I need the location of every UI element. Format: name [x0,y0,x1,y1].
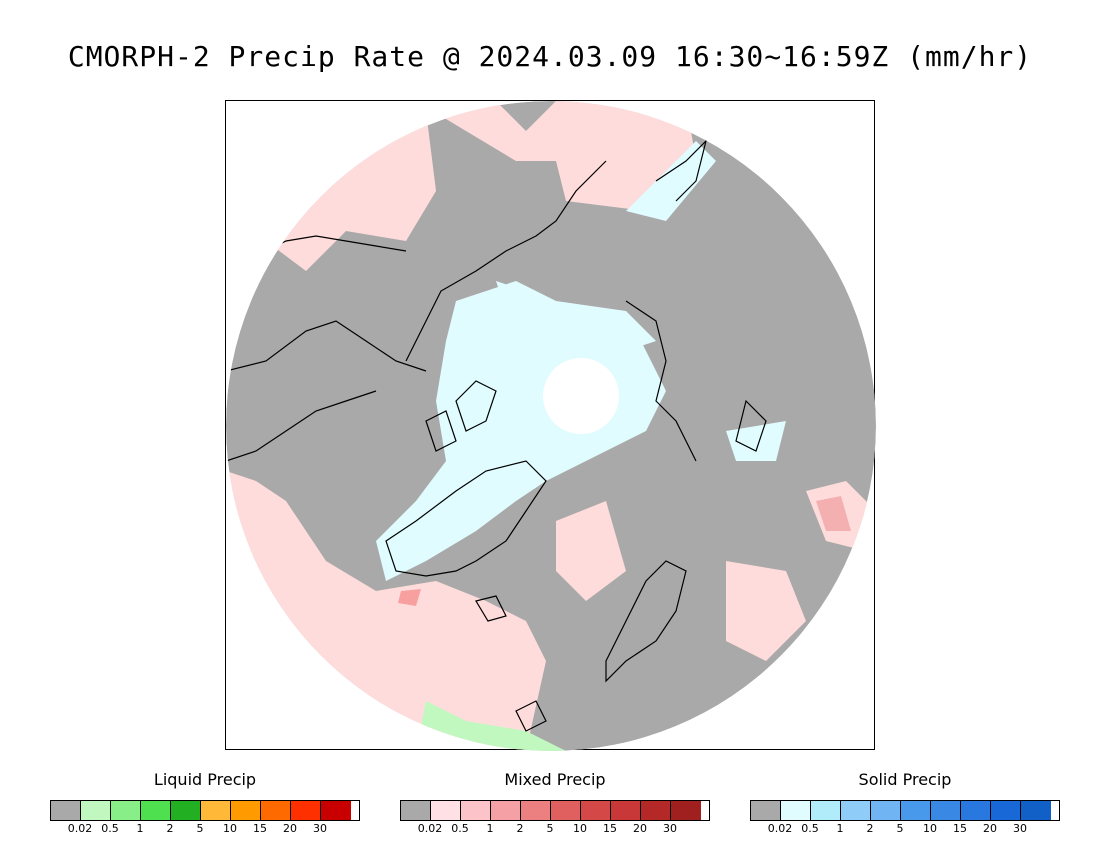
mixed-precip-region [816,496,851,531]
legend-swatch [641,801,671,820]
legend-tick-label: 20 [283,822,297,835]
legend-tick-label: 10 [923,822,937,835]
legend-ticks: 0.02 0.5 1 2 5 10 15 20 30 [750,822,1060,836]
legend-tick-label: 30 [1013,822,1027,835]
legend-tick-label: 1 [136,822,144,835]
legend-tick-label: 0.5 [101,822,119,835]
solid-precip-region [376,281,666,581]
mixed-precip-region [556,501,626,601]
legend-swatch [841,801,871,820]
legend-tick-label: 1 [486,822,494,835]
chart-title: CMORPH-2 Precip Rate @ 2024.03.09 16:30~… [67,40,1033,73]
mixed-precip-region [416,101,696,211]
legend-tick-label: 0.02 [417,822,443,835]
legend-swatch [51,801,81,820]
legend-tick-label: 1 [836,822,844,835]
legend-swatch [401,801,431,820]
legend-swatch [171,801,201,820]
legend-tick-label: 10 [573,822,587,835]
legend-tick-label: 20 [633,822,647,835]
legend-tick-label: 15 [603,822,617,835]
legend-swatch [581,801,611,820]
legend-swatch [671,801,701,820]
legend-swatch [431,801,461,820]
legend-swatch [871,801,901,820]
legend-swatch [461,801,491,820]
legend-swatch [491,801,521,820]
legend-tick-label: 20 [983,822,997,835]
legend-swatches [50,800,360,821]
legend-tick-label: 10 [223,822,237,835]
legend-swatch [291,801,321,820]
legend-tick-label: 2 [516,822,524,835]
legend-tick-label: 0.02 [67,822,93,835]
legend-swatches [400,800,710,821]
legend-tick-label: 5 [546,822,554,835]
legend-swatch [901,801,931,820]
legend-tick-label: 2 [166,822,174,835]
legend-swatch [141,801,171,820]
legend-swatches [750,800,1060,821]
legend-swatch [931,801,961,820]
legend-swatch [231,801,261,820]
legend-title: Liquid Precip [153,770,257,789]
legend-tick-label: 15 [953,822,967,835]
pole-no-data [543,358,619,434]
legend-title: Mixed Precip [504,770,606,789]
legend-mixed: Mixed Precip 0.02 0.5 1 2 5 10 15 20 30 [400,770,710,836]
legend-tick-label: 0.5 [801,822,819,835]
legend-swatch [81,801,111,820]
legend-tick-label: 2 [866,822,874,835]
legend-swatch [811,801,841,820]
mixed-precip-region [726,561,806,661]
legend-swatch [1021,801,1051,820]
legend-swatch [781,801,811,820]
legend-title: Solid Precip [858,770,952,789]
polar-map [225,100,876,751]
polar-map-svg [226,101,876,751]
legend-swatch [521,801,551,820]
legend-swatch [111,801,141,820]
legend-swatch [751,801,781,820]
legend-tick-label: 5 [896,822,904,835]
legend-swatch [321,801,351,820]
legend-ticks: 0.02 0.5 1 2 5 10 15 20 30 [400,822,710,836]
legend-tick-label: 30 [313,822,327,835]
legend-tick-label: 0.5 [451,822,469,835]
legend-liquid: Liquid Precip 0.02 0.5 1 2 5 10 15 20 30 [50,770,360,836]
legend-swatch [201,801,231,820]
solid-precip-region [496,281,656,351]
legend-swatch [961,801,991,820]
solid-precip-region [626,141,716,221]
legend-tick-label: 0.02 [767,822,793,835]
mixed-precip-region [266,111,436,271]
legend-swatch [261,801,291,820]
legend-tick-label: 30 [663,822,677,835]
legend-swatch [991,801,1021,820]
coastlines [226,139,767,732]
legend-ticks: 0.02 0.5 1 2 5 10 15 20 30 [50,822,360,836]
solid-precip-region [726,421,786,461]
legend-tick-label: 5 [196,822,204,835]
mixed-precip-region [398,589,421,606]
legend-solid: Solid Precip 0.02 0.5 1 2 5 10 15 20 30 [750,770,1060,836]
legend-tick-label: 15 [253,822,267,835]
legend-swatch [551,801,581,820]
legend-swatch [611,801,641,820]
